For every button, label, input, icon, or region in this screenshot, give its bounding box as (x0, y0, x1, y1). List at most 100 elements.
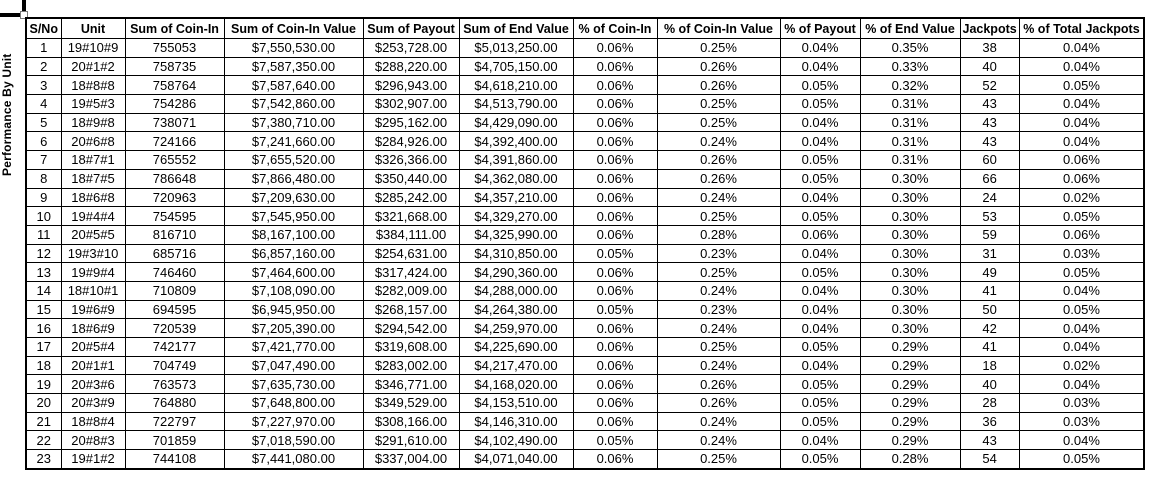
table-cell[interactable]: $4,329,270.00 (458, 206, 574, 226)
table-cell[interactable]: 6 (25, 131, 62, 152)
table-cell[interactable]: $7,421,770.00 (223, 337, 364, 357)
table-cell[interactable]: 52 (959, 75, 1020, 96)
table-cell[interactable]: $4,705,150.00 (458, 56, 574, 77)
table-cell[interactable]: 0.06% (572, 374, 658, 395)
table-cell[interactable]: 0.25% (656, 94, 781, 114)
table-cell[interactable]: 0.04% (779, 318, 861, 338)
table-cell[interactable]: 19#4#4 (60, 206, 126, 226)
table-cell[interactable]: $7,545,950.00 (223, 206, 364, 226)
table-cell[interactable]: 19#6#9 (60, 299, 126, 320)
table-cell[interactable]: 40 (959, 56, 1020, 77)
table-cell[interactable]: 0.04% (779, 280, 861, 301)
table-cell[interactable]: 22 (25, 430, 62, 451)
table-cell[interactable]: 0.04% (779, 131, 861, 152)
table-cell[interactable]: 0.06% (572, 393, 658, 413)
table-cell[interactable]: $4,357,210.00 (458, 187, 574, 208)
table-cell[interactable]: 18#8#8 (60, 75, 126, 96)
table-cell[interactable]: 0.26% (656, 168, 781, 189)
table-cell[interactable]: 0.06% (572, 280, 658, 301)
table-cell[interactable]: 12 (25, 243, 62, 264)
table-cell[interactable]: 20#1#2 (60, 56, 126, 77)
table-cell[interactable]: 3 (25, 75, 62, 96)
table-cell[interactable]: $4,225,690.00 (458, 337, 574, 357)
table-cell[interactable]: 0.05% (779, 449, 861, 470)
table-cell[interactable]: 13 (25, 262, 62, 282)
table-cell[interactable]: 5 (25, 112, 62, 133)
table-cell[interactable]: 0.06% (572, 206, 658, 226)
table-cell[interactable]: 8 (25, 168, 62, 189)
table-cell[interactable]: 0.05% (779, 94, 861, 114)
table-cell[interactable]: 0.05% (779, 150, 861, 170)
table-cell[interactable]: 0.05% (1018, 449, 1145, 470)
table-cell[interactable]: 0.05% (572, 243, 658, 264)
table-cell[interactable]: $268,157.00 (362, 299, 460, 320)
table-cell[interactable]: $7,587,350.00 (223, 56, 364, 77)
table-cell[interactable]: 738071 (124, 112, 225, 133)
table-cell[interactable]: 754595 (124, 206, 225, 226)
table-cell[interactable]: 0.29% (859, 337, 961, 357)
table-cell[interactable]: 758764 (124, 75, 225, 96)
column-header[interactable]: Unit (60, 17, 126, 39)
table-cell[interactable]: 0.28% (656, 224, 781, 245)
table-cell[interactable]: 0.05% (572, 299, 658, 320)
table-cell[interactable]: 0.04% (779, 430, 861, 451)
table-cell[interactable]: $4,168,020.00 (458, 374, 574, 395)
table-cell[interactable]: 763573 (124, 374, 225, 395)
table-cell[interactable]: 0.04% (1018, 374, 1145, 395)
table-cell[interactable]: 722797 (124, 411, 225, 432)
table-cell[interactable]: 0.28% (859, 449, 961, 470)
table-cell[interactable]: 0.31% (859, 94, 961, 114)
table-cell[interactable]: 0.29% (859, 374, 961, 395)
table-cell[interactable]: 0.02% (1018, 355, 1145, 376)
table-cell[interactable]: $283,002.00 (362, 355, 460, 376)
column-header[interactable]: Sum of End Value (458, 17, 574, 39)
table-cell[interactable]: 765552 (124, 150, 225, 170)
table-cell[interactable]: 59 (959, 224, 1020, 245)
selection-resize-handle-icon[interactable] (20, 11, 28, 19)
table-cell[interactable]: 0.30% (859, 318, 961, 338)
column-header[interactable]: % of End Value (859, 17, 961, 39)
table-cell[interactable]: $254,631.00 (362, 243, 460, 264)
table-cell[interactable]: $4,310,850.00 (458, 243, 574, 264)
table-cell[interactable]: 0.04% (779, 355, 861, 376)
column-header[interactable]: Jackpots (959, 17, 1020, 39)
table-cell[interactable]: 0.03% (1018, 393, 1145, 413)
table-cell[interactable]: 0.06% (1018, 150, 1145, 170)
table-cell[interactable]: 24 (959, 187, 1020, 208)
table-cell[interactable]: 0.24% (656, 187, 781, 208)
table-cell[interactable]: 0.30% (859, 224, 961, 245)
table-cell[interactable]: $4,618,210.00 (458, 75, 574, 96)
table-cell[interactable]: $7,587,640.00 (223, 75, 364, 96)
table-cell[interactable]: 18#10#1 (60, 280, 126, 301)
column-header[interactable]: % of Coin-In (572, 17, 658, 39)
table-cell[interactable]: 0.24% (656, 318, 781, 338)
table-cell[interactable]: $302,907.00 (362, 94, 460, 114)
column-header[interactable]: % of Payout (779, 17, 861, 39)
table-cell[interactable]: 0.04% (779, 112, 861, 133)
table-cell[interactable]: 50 (959, 299, 1020, 320)
table-cell[interactable]: 0.05% (779, 206, 861, 226)
column-header[interactable]: Sum of Payout (362, 17, 460, 39)
table-cell[interactable]: 0.06% (1018, 168, 1145, 189)
table-cell[interactable]: $4,290,360.00 (458, 262, 574, 282)
table-cell[interactable]: $4,288,000.00 (458, 280, 574, 301)
table-cell[interactable]: 11 (25, 224, 62, 245)
table-cell[interactable]: 41 (959, 280, 1020, 301)
table-cell[interactable]: $350,440.00 (362, 168, 460, 189)
table-cell[interactable]: 43 (959, 112, 1020, 133)
table-cell[interactable]: 4 (25, 94, 62, 114)
table-cell[interactable]: 16 (25, 318, 62, 338)
table-cell[interactable]: $5,013,250.00 (458, 38, 574, 58)
table-cell[interactable]: 0.06% (572, 112, 658, 133)
table-cell[interactable]: $4,325,990.00 (458, 224, 574, 245)
table-cell[interactable]: $7,464,600.00 (223, 262, 364, 282)
table-cell[interactable]: 31 (959, 243, 1020, 264)
column-header[interactable]: Sum of Coin-In Value (223, 17, 364, 39)
table-cell[interactable]: 0.06% (572, 262, 658, 282)
table-cell[interactable]: 0.25% (656, 206, 781, 226)
table-cell[interactable]: 54 (959, 449, 1020, 470)
table-cell[interactable]: $7,542,860.00 (223, 94, 364, 114)
table-cell[interactable]: $288,220.00 (362, 56, 460, 77)
table-cell[interactable]: 0.04% (1018, 112, 1145, 133)
table-cell[interactable]: 0.06% (572, 224, 658, 245)
